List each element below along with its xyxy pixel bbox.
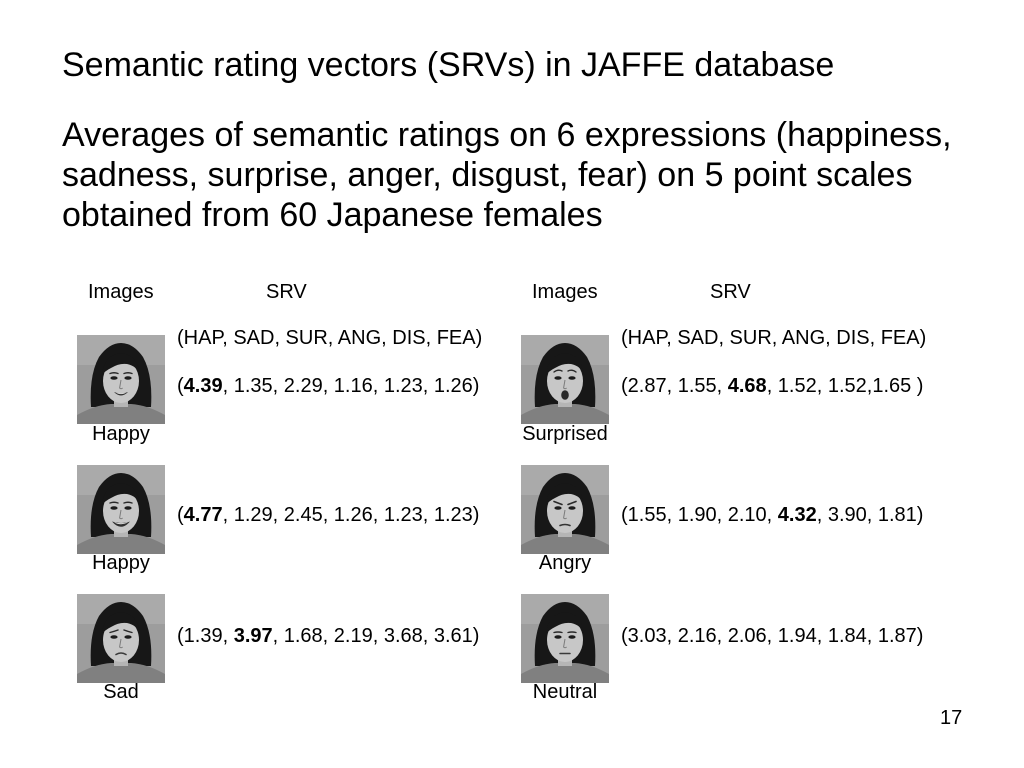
photo-label: Happy: [92, 552, 150, 574]
srv-values: (1.55, 1.90, 2.10, 4.32, 3.90, 1.81): [621, 503, 923, 527]
photo-label: Happy: [92, 423, 150, 445]
description-line: sadness, surprise, anger, disgust, fear)…: [62, 156, 913, 194]
srv-prefix: (2.87, 1.55,: [621, 375, 728, 397]
srv-suffix: , 1.52, 1.52,1.65 ): [766, 375, 924, 397]
srv-prefix: (1.55, 1.90, 2.10,: [621, 504, 778, 526]
srv-values: (3.03, 2.16, 2.06, 1.94, 1.84, 1.87): [621, 624, 923, 648]
srv-highlighted-rating: 4.68: [727, 375, 767, 397]
description: Averages of semantic ratings on 6 expres…: [62, 115, 952, 235]
srv-values: (2.87, 1.55, 4.68, 1.52, 1.52,1.65 ): [621, 374, 923, 398]
left-column: Images SRV (HAP, SAD, SUR, ANG, DIS, FEA…: [77, 0, 507, 768]
images-header: Images: [532, 281, 598, 303]
right-column: Images SRV (HAP, SAD, SUR, ANG, DIS, FEA…: [521, 0, 951, 768]
srv-suffix: , 1.68, 2.19, 3.68, 3.61): [272, 625, 480, 647]
slide-title: Semantic rating vectors (SRVs) in JAFFE …: [62, 46, 835, 84]
images-header: Images: [88, 281, 154, 303]
srv-highlighted-rating: 3.97: [233, 625, 273, 647]
srv-values: (4.77, 1.29, 2.45, 1.26, 1.23, 1.23): [177, 503, 479, 527]
srv-highlighted-rating: 4.39: [183, 375, 223, 397]
face-photo: [521, 594, 609, 683]
srv-highlighted-rating: 4.77: [183, 504, 223, 526]
srv-prefix: (: [177, 375, 184, 397]
photo-label: Angry: [538, 552, 592, 574]
face-photo: [521, 465, 609, 554]
srv-legend: (HAP, SAD, SUR, ANG, DIS, FEA): [177, 327, 483, 349]
srv-header: SRV: [266, 281, 307, 303]
srv-prefix: (: [177, 504, 184, 526]
description-line: obtained from 60 Japanese females: [62, 196, 603, 234]
face-photo: [77, 594, 165, 683]
face-photo: [77, 335, 165, 424]
srv-values: (4.39, 1.35, 2.29, 1.16, 1.23, 1.26): [177, 374, 479, 398]
srv-header: SRV: [710, 281, 751, 303]
srv-highlighted-rating: 4.32: [777, 504, 817, 526]
srv-suffix: , 1.35, 2.29, 1.16, 1.23, 1.26): [222, 375, 480, 397]
photo-label: Surprised: [522, 423, 608, 445]
srv-suffix: , 3.90, 1.81): [816, 504, 924, 526]
srv-suffix: , 1.29, 2.45, 1.26, 1.23, 1.23): [222, 504, 480, 526]
photo-label: Sad: [103, 681, 139, 703]
face-photo: [77, 465, 165, 554]
page-number: 17: [940, 707, 963, 729]
face-photo: [521, 335, 609, 424]
description-line: Averages of semantic ratings on 6 expres…: [62, 116, 952, 154]
photo-label: Neutral: [532, 681, 598, 703]
srv-prefix: (3.03, 2.16, 2.06, 1.94, 1.84, 1.87): [621, 625, 924, 647]
srv-prefix: (1.39,: [177, 625, 234, 647]
srv-values: (1.39, 3.97, 1.68, 2.19, 3.68, 3.61): [177, 624, 479, 648]
srv-legend: (HAP, SAD, SUR, ANG, DIS, FEA): [621, 327, 927, 349]
